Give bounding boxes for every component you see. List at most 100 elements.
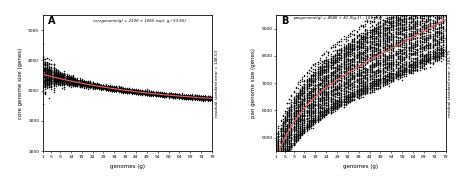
Point <box>76 83 83 86</box>
Point <box>285 147 293 150</box>
Point <box>407 53 415 56</box>
Point <box>439 48 447 51</box>
Point <box>344 86 352 89</box>
Point <box>303 125 310 128</box>
Point <box>208 97 216 100</box>
Point <box>184 94 192 97</box>
Point <box>413 3 421 6</box>
Point <box>163 92 170 95</box>
Point <box>340 62 347 65</box>
Point <box>182 96 190 99</box>
Point <box>156 92 164 95</box>
Point <box>56 76 64 79</box>
Point <box>273 141 280 144</box>
Point <box>303 126 310 129</box>
Point <box>407 63 415 66</box>
Point <box>126 91 133 94</box>
Point <box>89 84 96 87</box>
Point <box>366 40 374 43</box>
Point <box>91 84 99 87</box>
Point <box>186 96 194 99</box>
Point <box>429 44 437 47</box>
Point <box>169 94 177 98</box>
Point <box>422 25 430 28</box>
Point <box>273 172 280 175</box>
Point <box>165 95 173 98</box>
Point <box>277 157 284 160</box>
Point <box>175 95 183 98</box>
Point <box>279 148 287 151</box>
Point <box>327 60 334 63</box>
Point <box>305 100 313 103</box>
Point <box>69 80 77 83</box>
Point <box>303 80 310 83</box>
Point <box>413 32 421 35</box>
Point <box>143 92 151 95</box>
Point <box>69 81 77 84</box>
Point <box>409 64 417 67</box>
Point <box>296 133 304 136</box>
Point <box>121 89 129 92</box>
Point <box>143 92 151 95</box>
Point <box>329 45 337 48</box>
Point <box>208 97 216 100</box>
Point <box>165 94 173 97</box>
Point <box>109 88 116 91</box>
Point <box>279 133 287 136</box>
Point <box>189 95 196 98</box>
Point <box>331 95 338 98</box>
Point <box>93 85 100 88</box>
Point <box>435 21 443 24</box>
Point <box>137 91 144 94</box>
Point <box>189 95 196 98</box>
Point <box>160 93 168 96</box>
Point <box>405 48 412 51</box>
Point <box>427 47 434 50</box>
Point <box>63 79 70 82</box>
Point <box>290 132 297 136</box>
Point <box>405 24 412 27</box>
Point <box>147 92 155 95</box>
Point <box>307 92 315 95</box>
Point <box>50 75 57 78</box>
Point <box>401 55 408 58</box>
Point <box>279 132 287 136</box>
Point <box>413 3 421 6</box>
Point <box>41 67 49 70</box>
Point <box>303 121 310 124</box>
Point <box>201 97 209 100</box>
Point <box>377 73 384 76</box>
Point <box>58 71 66 74</box>
Point <box>158 91 166 94</box>
Point <box>69 77 77 80</box>
Point <box>160 95 168 98</box>
Point <box>348 96 356 99</box>
Point <box>405 70 412 73</box>
Point <box>364 89 371 92</box>
Point <box>394 74 401 77</box>
Point <box>182 94 190 97</box>
Point <box>208 96 216 99</box>
Point <box>413 27 421 30</box>
Point <box>89 84 96 87</box>
Point <box>158 92 166 95</box>
Point <box>329 105 337 108</box>
Point <box>427 1 434 4</box>
Point <box>290 106 297 109</box>
Point <box>82 83 90 86</box>
Point <box>167 93 174 96</box>
Point <box>89 84 96 87</box>
Point <box>383 75 391 78</box>
Point <box>104 87 111 90</box>
Point <box>331 102 338 105</box>
Point <box>274 153 282 156</box>
Point <box>296 124 304 127</box>
Point <box>344 84 352 87</box>
Point <box>152 92 159 95</box>
Point <box>54 82 62 85</box>
Point <box>171 95 179 98</box>
Point <box>307 114 315 117</box>
Point <box>178 94 185 97</box>
Point <box>283 135 291 138</box>
Point <box>314 83 321 86</box>
